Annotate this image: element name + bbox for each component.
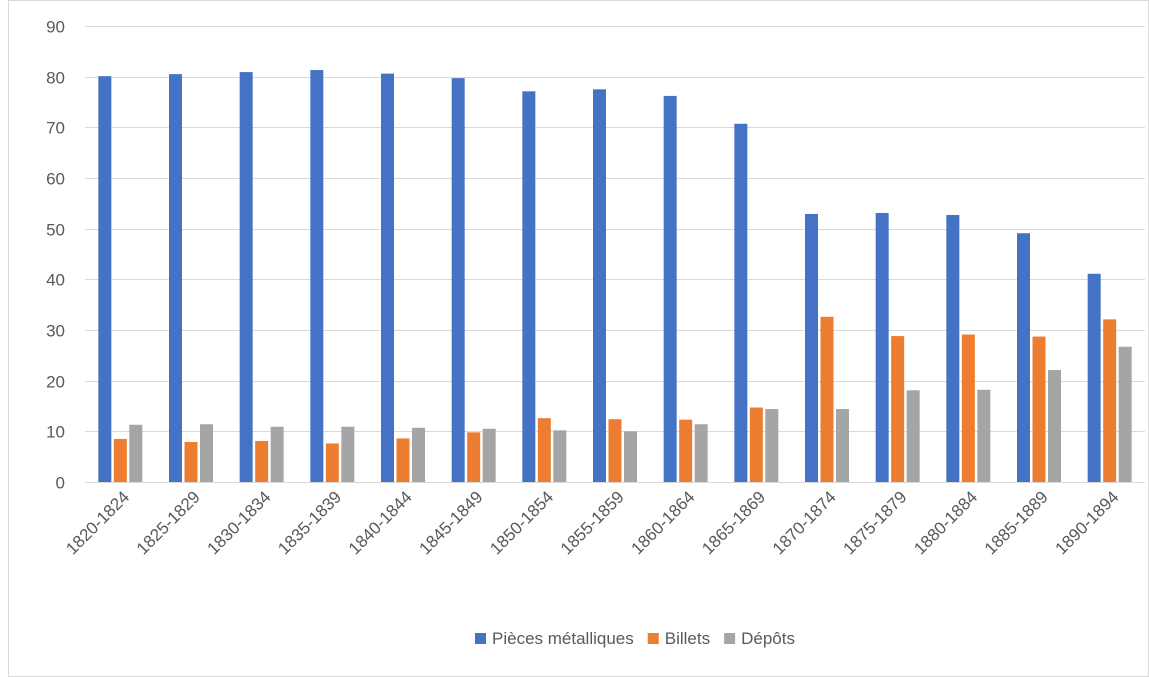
x-tick-label: 1840-1844 — [345, 487, 416, 558]
y-axis-tick-labels: 0 10 20 30 40 50 60 70 80 90 — [46, 18, 65, 493]
x-tick-label: 1855-1859 — [557, 487, 628, 558]
bar — [1118, 346, 1132, 482]
bar — [805, 213, 818, 482]
bar — [1017, 233, 1030, 482]
x-tick-label: 1875-1879 — [840, 487, 911, 558]
bar — [608, 419, 622, 482]
bar — [593, 89, 606, 482]
bar — [381, 73, 394, 483]
bar — [820, 316, 834, 482]
x-tick-label: 1865-1869 — [698, 487, 769, 558]
bar — [239, 72, 253, 483]
bar — [98, 76, 112, 482]
x-tick-label: 1880-1884 — [910, 487, 981, 558]
y-tick-label: 80 — [46, 69, 65, 88]
y-tick-label: 0 — [56, 474, 65, 493]
bar — [891, 336, 905, 482]
bar — [482, 428, 496, 482]
bar — [765, 409, 779, 482]
bars — [98, 70, 1132, 483]
bar — [325, 443, 339, 482]
bar — [451, 78, 465, 482]
y-tick-label: 40 — [46, 271, 65, 290]
bar — [255, 440, 269, 482]
bar — [734, 123, 748, 482]
x-tick-label: 1830-1834 — [204, 487, 275, 558]
bar — [200, 424, 213, 482]
bar — [341, 426, 355, 482]
bar — [522, 91, 536, 483]
bar — [694, 424, 708, 482]
x-tick-label: 1835-1839 — [274, 487, 345, 558]
bar — [412, 427, 425, 482]
bar — [113, 438, 127, 482]
bar — [749, 407, 763, 482]
legend: Pièces métalliques Billets Dépôts — [475, 629, 795, 648]
bar — [1048, 370, 1061, 482]
bar — [977, 389, 991, 482]
y-tick-label: 20 — [46, 373, 65, 392]
bar — [961, 334, 975, 482]
y-tick-label: 90 — [46, 18, 65, 37]
y-tick-label: 10 — [46, 423, 65, 442]
bar — [396, 438, 410, 482]
bar — [663, 95, 677, 483]
legend-swatch — [724, 633, 736, 644]
bar — [906, 390, 920, 482]
bar — [169, 74, 182, 482]
x-tick-label: 1885-1889 — [981, 487, 1052, 558]
x-tick-label: 1870-1874 — [769, 487, 840, 558]
x-tick-label: 1850-1854 — [486, 487, 557, 558]
bar — [467, 432, 481, 482]
x-axis-tick-labels: 1820-1824 1825-1829 1830-1834 1835-1839 1840… — [62, 487, 1122, 558]
legend-label: Dépôts — [741, 629, 795, 648]
bar — [679, 419, 693, 482]
bar — [553, 430, 567, 482]
bar — [836, 409, 849, 482]
bar — [1087, 273, 1101, 482]
bar — [184, 441, 198, 482]
y-tick-label: 60 — [46, 170, 65, 189]
x-tick-label: 1890-1894 — [1052, 487, 1123, 558]
gridlines — [85, 26, 1145, 483]
bar — [270, 426, 284, 482]
bar — [875, 212, 889, 482]
bar — [310, 70, 324, 482]
legend-swatch — [475, 633, 487, 644]
x-tick-label: 1825-1829 — [133, 487, 204, 558]
y-tick-label: 70 — [46, 119, 65, 138]
bar — [537, 418, 551, 482]
legend-label: Billets — [665, 629, 710, 648]
bar — [1032, 336, 1046, 482]
x-tick-label: 1845-1849 — [416, 487, 487, 558]
y-tick-label: 30 — [46, 322, 65, 341]
x-tick-label: 1820-1824 — [62, 487, 133, 558]
x-tick-label: 1860-1864 — [628, 487, 699, 558]
legend-label: Pièces métalliques — [492, 629, 634, 648]
y-tick-label: 50 — [46, 221, 65, 240]
bar — [129, 424, 143, 482]
legend-swatch — [647, 633, 659, 644]
bar — [624, 431, 637, 482]
bar — [946, 214, 960, 482]
bar — [1103, 319, 1117, 482]
